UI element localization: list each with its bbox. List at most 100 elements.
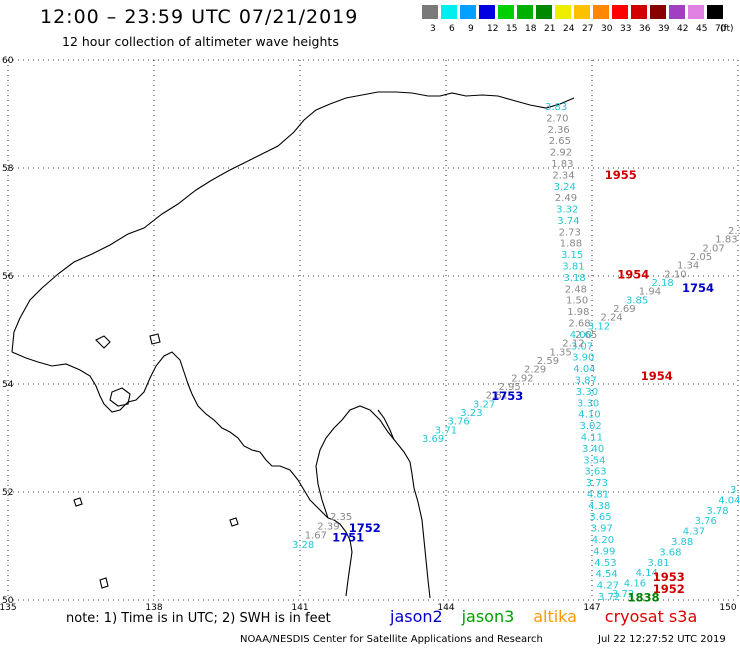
island-small-1 xyxy=(95,335,111,349)
swh-value-label: 1.83 xyxy=(715,235,737,246)
legend-swatch xyxy=(688,5,704,19)
swh-value-label: 4.10 xyxy=(578,410,600,421)
swh-value-label: 4.20 xyxy=(592,535,614,546)
lat-lon-grid: 135 138 141 144 147 150 50 52 54 56 58 60 xyxy=(0,56,739,613)
swh-value-label: 1.50 xyxy=(566,296,588,307)
footnote: note: 1) Time is in UTC; 2) SWH is in fe… xyxy=(66,611,331,626)
swh-value-label: 3.87 xyxy=(575,376,597,387)
swh-value-label: 3.28 xyxy=(292,540,314,551)
swh-value-label: 4.54 xyxy=(596,569,618,580)
pass-time-label: 1953 xyxy=(653,570,685,584)
legend-tick-label: 33 xyxy=(620,24,632,34)
legend-swatch xyxy=(669,5,685,19)
swh-value-label: 3.07 xyxy=(571,341,593,352)
swh-value-label: 2.34 xyxy=(552,170,574,181)
legend-tick-label: 21 xyxy=(544,24,556,34)
island-small-5 xyxy=(99,577,109,589)
legend-tick-label: 15 xyxy=(506,24,518,34)
swh-value-label: 2.92 xyxy=(511,373,533,384)
swh-value-label: 3.32 xyxy=(556,205,578,216)
legend-swatch xyxy=(536,5,552,19)
swh-value-label: 4.81 xyxy=(587,489,609,500)
swh-value-label: 2.68 xyxy=(568,319,590,330)
swh-value-label: 2.92 xyxy=(550,148,572,159)
legend-unit: (ft) xyxy=(720,24,734,34)
coastline-sakhalin xyxy=(315,405,413,597)
pass-time-label: 1954 xyxy=(641,369,673,383)
swh-value-label: 3.24 xyxy=(554,182,576,193)
swh-value-label: 4.11 xyxy=(581,433,603,444)
swh-value-label: 2.65 xyxy=(549,136,571,147)
pass-time-label: 1754 xyxy=(682,281,714,295)
swh-value-label: 2.07 xyxy=(703,243,725,254)
swh-value-label: 3.83 xyxy=(545,102,567,113)
map-title: 12:00 – 23:59 UTC 07/21/2019 xyxy=(40,6,359,28)
coastline xyxy=(11,91,575,599)
lat-tick-label: 54 xyxy=(2,380,14,390)
swh-value-label: 1.88 xyxy=(560,239,582,250)
legend-tick-label: 45 xyxy=(696,24,708,34)
coastline-west-bay xyxy=(11,351,329,519)
legend-swatch xyxy=(555,5,571,19)
lon-tick-label: 147 xyxy=(583,603,600,613)
island-shantar xyxy=(109,387,131,407)
legend-swatch xyxy=(612,5,628,19)
swh-value-label: 4.04 xyxy=(573,364,595,375)
swh-value-label: 2.95 xyxy=(499,382,521,393)
swh-value-label: 3.78 xyxy=(706,506,728,517)
island-small-4 xyxy=(229,517,239,527)
swh-value-label: 3.30 xyxy=(577,398,599,409)
legend-tick-label: 18 xyxy=(525,24,537,34)
lat-tick-label: 56 xyxy=(2,272,14,282)
swh-value-label: 2.70 xyxy=(546,113,568,124)
satellite-legend-entry: altika xyxy=(533,607,577,626)
swh-value-label: 2.05 xyxy=(690,252,712,263)
satellite-legend-entry: cryosat s3a xyxy=(604,607,698,626)
swh-value-label: 3.40 xyxy=(582,444,604,455)
generated-timestamp: Jul 22 12:27:52 UTC 2019 xyxy=(598,634,726,645)
legend-tick-label: 36 xyxy=(639,24,651,34)
swh-value-label: 2.69 xyxy=(613,304,635,315)
swh-value-label: 1.83 xyxy=(551,159,573,170)
legend-tick-label: 24 xyxy=(563,24,575,34)
lon-tick-label: 150 xyxy=(719,603,736,613)
swh-value-label: 3.54 xyxy=(583,455,605,466)
legend-swatch xyxy=(441,5,457,19)
swh-value-label: 2.49 xyxy=(555,193,577,204)
swh-value-label: 2.36 xyxy=(548,125,570,136)
lat-tick-label: 58 xyxy=(2,164,14,174)
island-small-3 xyxy=(73,497,83,507)
lat-tick-label: 50 xyxy=(2,596,14,606)
legend-swatch xyxy=(460,5,476,19)
swh-value-label: 1.35 xyxy=(550,347,572,358)
swh-values: 3.832.702.362.652.921.832.343.242.493.32… xyxy=(292,102,740,603)
swh-value-label: 1.94 xyxy=(639,287,661,298)
swh-value-label: 1.67 xyxy=(305,531,327,542)
swh-value-label: 3.65 xyxy=(589,512,611,523)
legend-tick-label: 6 xyxy=(449,24,455,34)
pass-time-label: 1751 xyxy=(332,531,364,545)
swh-value-label: 1.34 xyxy=(677,261,699,272)
coastline-east-peninsula xyxy=(377,409,431,599)
credit-line: NOAA/NESDIS Center for Satellite Applica… xyxy=(240,634,543,645)
swh-value-label: 4.14 xyxy=(636,568,658,579)
legend-swatch xyxy=(479,5,495,19)
swh-value-label: 2.37 xyxy=(728,226,740,237)
swh-value-label: 4.27 xyxy=(597,581,619,592)
legend-tick-label: 3 xyxy=(430,24,436,34)
swh-value-label: 2.39 xyxy=(317,521,339,532)
lon-tick-label: 135 xyxy=(0,603,17,613)
lat-tick-label: 52 xyxy=(2,488,13,498)
swh-value-label: 3.8 xyxy=(730,485,740,496)
island-small-2 xyxy=(149,333,161,345)
legend-swatch xyxy=(707,5,723,19)
swh-value-label: 4.00 xyxy=(570,330,592,341)
legend-tick-label: 39 xyxy=(658,24,670,34)
swh-value-label: 3.68 xyxy=(659,547,681,558)
swh-value-label: 3.88 xyxy=(671,537,693,548)
swh-value-label: 3.85 xyxy=(626,295,648,306)
swh-value-label: 2.35 xyxy=(330,512,352,523)
pass-time-label: 1753 xyxy=(491,389,523,403)
swh-value-label: 4.16 xyxy=(624,579,646,590)
legend-swatch xyxy=(517,5,533,19)
